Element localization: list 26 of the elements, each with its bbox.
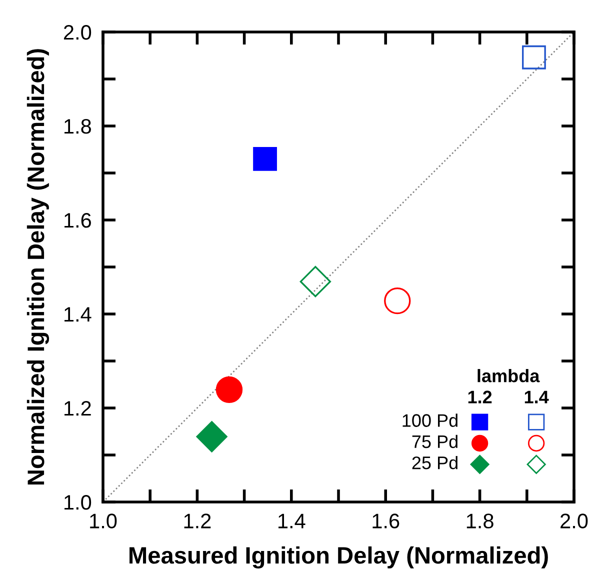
y-tick-label: 1.6 [64,213,91,228]
x-tick-label: 1.4 [278,514,306,528]
x-tick-label: 2.0 [560,514,588,528]
legend-label: 75 Pd [412,434,458,448]
point [216,376,243,404]
y-axis-title: Normalized Ignition Delay (Normalized) [26,49,50,484]
y-tick-label: 1.4 [64,307,92,322]
y-tick-label: 1.8 [64,119,91,134]
point [384,288,411,314]
point [300,266,331,298]
x-tick-label: 1.6 [372,514,400,528]
y-tick-label: 2.0 [64,25,92,40]
legend-label: 25 Pd [412,456,458,470]
point [253,146,277,171]
x-tick-label: 1.8 [466,514,494,528]
x-axis-title: Measured Ignition Delay (Normalized) [130,546,548,569]
legend-title: lambda [478,369,540,382]
x-tick-label: 1.0 [90,514,117,528]
point [196,421,228,452]
x-tick-label: 1.2 [184,514,211,528]
annotation: 1.4 [524,390,549,404]
y-tick-label: 1.0 [64,495,92,510]
point [522,45,546,70]
legend-label: 100 Pd [402,414,458,427]
annotation: 1.2 [468,390,492,404]
y-tick-label: 1.2 [64,401,91,416]
